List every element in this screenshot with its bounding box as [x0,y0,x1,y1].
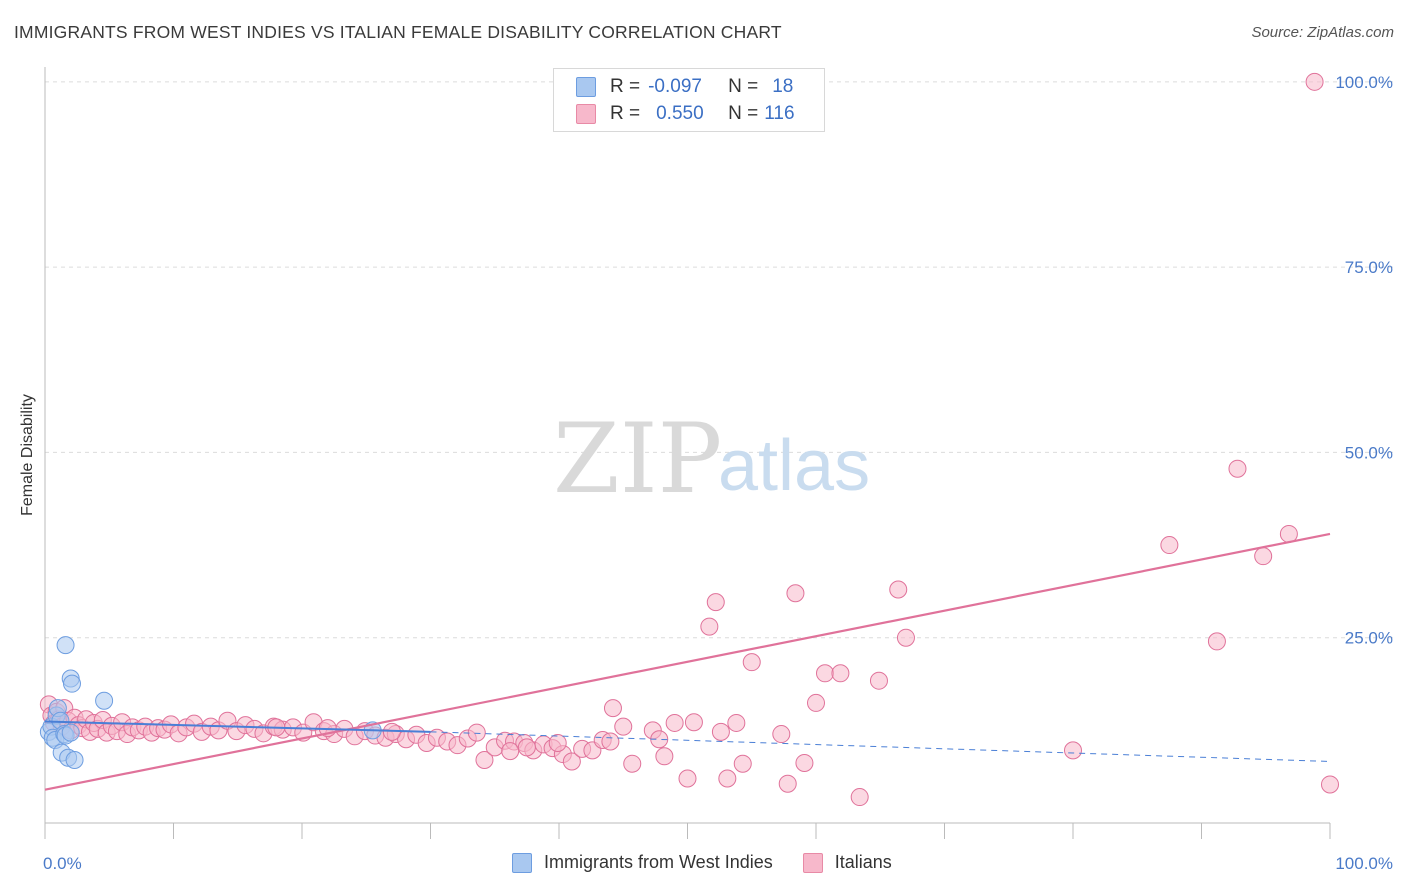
legend-swatch-italians [576,104,596,124]
data-point [1160,536,1179,555]
data-point [467,723,486,742]
data-point [65,751,84,769]
legend-r-value: -0.097 [648,76,702,97]
data-point [795,753,814,772]
data-point [614,717,633,736]
data-point [778,774,797,793]
data-point [517,738,536,757]
data-point [727,713,746,732]
trend-line-west-indies [44,720,431,733]
trend-lines [44,532,1331,791]
trend-line-west-indies-extension [430,731,1331,762]
series-legend-item-italians: Italians [802,852,892,873]
data-point [772,725,791,744]
data-point [95,691,114,710]
data-point [1228,459,1247,478]
data-point [831,664,850,683]
legend-swatch-west-indies [576,77,596,97]
data-point [1254,547,1273,566]
y-tick-label: 75.0% [1345,258,1393,277]
data-point [548,733,567,752]
series-legend-item-west-indies: Immigrants from West Indies [512,852,773,873]
data-point [1305,72,1324,91]
data-point [623,754,642,773]
data-point [706,593,725,612]
data-point [601,732,620,751]
data-point [815,664,834,683]
legend-r-label: R = [610,103,641,124]
legend-n-label: N = [728,76,759,97]
legend-r-value: 0.550 [656,103,704,124]
x-tick-label: 0.0% [43,854,82,873]
data-point [889,580,908,599]
watermark: ZIP atlas [553,403,870,515]
correlation-legend: R = -0.097 N = 18 R = 0.550 N = 116 [553,68,825,132]
legend-n-value: 116 [764,103,795,124]
data-point [869,671,888,690]
data-point [655,747,674,766]
source-attribution: Source: ZipAtlas.com [1251,24,1394,41]
series-legend-swatch-italians [802,852,823,873]
data-point [711,722,730,741]
data-point [501,742,520,761]
watermark-atlas: atlas [718,426,870,506]
data-point [678,769,697,788]
series-legend-swatch-west-indies [512,852,532,873]
data-point [61,723,80,742]
y-tick-label: 50.0% [1345,443,1393,462]
data-point [700,617,719,636]
data-point [665,713,684,732]
data-point [62,674,81,693]
legend-row-west-indies: R = -0.097 N = 18 [576,76,793,98]
data-point [684,713,703,732]
data-point [1207,632,1226,651]
data-point [896,628,915,647]
data-point [807,693,825,712]
data-point [786,584,805,603]
series-legend-label: Immigrants from West Indies [544,852,773,872]
legend-n-label: N = [728,103,759,124]
legend-r-label: R = [610,76,641,97]
series-legend: Immigrants from West Indies Italians [512,852,922,873]
series-legend-label: Italians [834,852,892,872]
x-tick-label: 100.0% [1335,854,1393,873]
data-point [562,752,581,771]
data-point [742,653,761,672]
y-tick-label: 25.0% [1345,629,1393,648]
data-point [1321,775,1339,794]
trend-line-italians [44,532,1331,791]
data-point [475,751,494,769]
gridlines [45,81,1395,639]
watermark-zip: ZIP [553,403,722,515]
tick-labels: 25.0% 50.0% 75.0% 100.0% 0.0% 100.0% [43,73,1393,873]
data-point [1064,741,1082,760]
data-point [850,788,869,807]
data-point [56,636,75,655]
y-tick-label: 100.0% [1335,73,1393,92]
legend-row-italians: R = 0.550 N = 116 [576,103,795,125]
data-point [733,754,752,773]
legend-n-value: 18 [772,76,794,97]
chart-title: IMMIGRANTS FROM WEST INDIES VS ITALIAN F… [14,22,782,42]
data-point [603,699,622,718]
data-point [718,769,737,788]
